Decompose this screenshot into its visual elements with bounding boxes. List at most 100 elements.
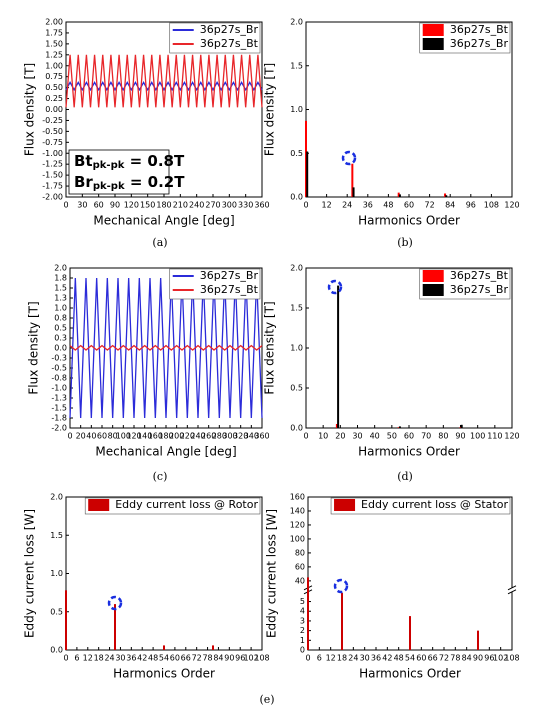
x-tick-label: 12 (322, 201, 332, 210)
x-tick-label: 48 (394, 654, 404, 663)
legend-label: 36p27s_Br (200, 269, 259, 282)
legend-swatch (88, 499, 110, 511)
x-tick-label: 200 (169, 432, 184, 441)
y-tick-label: -1.75 (42, 182, 63, 191)
y-tick-label: -1.00 (42, 149, 63, 158)
y-tick-label: 1.5 (290, 61, 303, 70)
x-tick-label: 140 (137, 432, 152, 441)
y-axis-title: Flux density [T] (263, 63, 277, 156)
x-axis-title: Mechanical Angle [deg] (93, 214, 234, 228)
bar (351, 163, 354, 197)
highlight-circle (333, 578, 349, 594)
y-tick-label: 0.0 (54, 344, 67, 353)
y-tick-label: 1.5 (54, 284, 67, 293)
x-tick-label: 12 (83, 654, 93, 663)
legend-label: Eddy current loss @ Rotor (115, 498, 258, 511)
y-tick-label: 1.00 (45, 61, 63, 70)
x-tick-label: 90 (473, 654, 483, 663)
x-tick-label: 108 (504, 654, 519, 663)
x-tick-label: 0 (67, 432, 72, 441)
y-tick-label: 2.0 (50, 493, 63, 502)
series-line (65, 54, 263, 108)
x-tick-label: 80 (108, 432, 118, 441)
y-tick-label: -1.50 (42, 171, 63, 180)
y-tick-label: 4 (300, 607, 305, 616)
bar (114, 604, 116, 650)
annotation: Brpk-pk = 0.2T (74, 173, 185, 193)
legend-label: 36p27s_Bt (200, 37, 259, 50)
x-tick-label: 108 (254, 654, 269, 663)
y-tick-label: -0.25 (42, 116, 63, 125)
bar (477, 630, 479, 650)
x-tick-label: 18 (94, 654, 104, 663)
x-axis-title: Harmonics Order (359, 667, 461, 681)
annotation: Btpk-pk = 0.8T (74, 152, 185, 172)
x-tick-label: 42 (382, 654, 392, 663)
y-axis-title: Eddy current loss [W] (23, 509, 37, 638)
y-tick-label: 0.50 (45, 83, 63, 92)
y-tick-label: 1.0 (50, 569, 63, 578)
x-tick-label: 66 (181, 654, 191, 663)
bar (163, 645, 165, 650)
legend-box (330, 497, 511, 515)
x-tick-label: 150 (140, 201, 155, 210)
highlight-circle (341, 150, 357, 166)
y-tick-label: 1.0 (290, 344, 303, 353)
x-tick-label: 96 (484, 654, 494, 663)
legend-label: 36p27s_Bt (450, 23, 509, 36)
legend-swatch (422, 270, 444, 282)
x-tick-label: 300 (222, 432, 237, 441)
legend: Eddy current loss @ Rotor (84, 497, 261, 515)
annotation-sub: pk-pk (93, 181, 125, 192)
annotation-main: Br (74, 173, 93, 191)
x-tick-label: 40 (86, 432, 96, 441)
x-tick-label: 120 (504, 201, 519, 210)
y-tick-label: 100 (290, 534, 305, 543)
x-tick-label: 30 (360, 654, 370, 663)
y-tick-label: -1.0 (51, 384, 67, 393)
x-tick-label: 30 (77, 201, 87, 210)
x-tick-label: 24 (342, 201, 352, 210)
x-tick-label: 36 (363, 201, 373, 210)
x-tick-label: 102 (243, 654, 258, 663)
x-tick-label: 180 (156, 201, 171, 210)
y-tick-label: 1.5 (50, 531, 63, 540)
x-tick-label: 120 (126, 432, 141, 441)
bar (445, 195, 448, 197)
x-tick-label: 30 (352, 432, 362, 441)
highlight-circle (327, 279, 343, 295)
x-tick-label: 12 (326, 654, 336, 663)
y-tick-label: 0.25 (45, 94, 63, 103)
x-tick-label: 18 (337, 654, 347, 663)
y-tick-label: 0.0 (290, 424, 303, 433)
y-tick-label: 0.5 (290, 149, 303, 158)
x-tick-label: 60 (94, 201, 104, 210)
x-tick-label: 360 (254, 201, 269, 210)
y-tick-label: -2.0 (51, 424, 67, 433)
bar (335, 424, 338, 428)
x-tick-label: 48 (148, 654, 158, 663)
x-tick-label: 60 (170, 654, 180, 663)
y-tick-label: 2.0 (290, 18, 303, 27)
y-tick-label: -1.8 (51, 414, 67, 423)
legend: Eddy current loss @ Stator (330, 497, 511, 515)
legend-label: Eddy current loss @ Stator (361, 498, 508, 511)
y-tick-label: 2.0 (290, 264, 303, 273)
x-tick-label: 72 (425, 201, 435, 210)
bar (459, 427, 462, 428)
y-tick-label: -1.25 (42, 160, 63, 169)
legend-label: 36p27s_Br (450, 37, 509, 50)
x-tick-label: 20 (335, 432, 345, 441)
bar (460, 424, 463, 428)
bar (397, 427, 400, 428)
annotation-main: Bt (74, 152, 93, 170)
y-tick-label: -1.3 (51, 394, 67, 403)
y-tick-label: 0 (300, 646, 305, 655)
x-tick-label: 96 (466, 201, 476, 210)
highlights (107, 150, 357, 611)
x-axis-title: Harmonics Order (113, 667, 215, 681)
y-axis-title: Flux density [T] (263, 301, 277, 394)
x-tick-label: 330 (238, 201, 253, 210)
